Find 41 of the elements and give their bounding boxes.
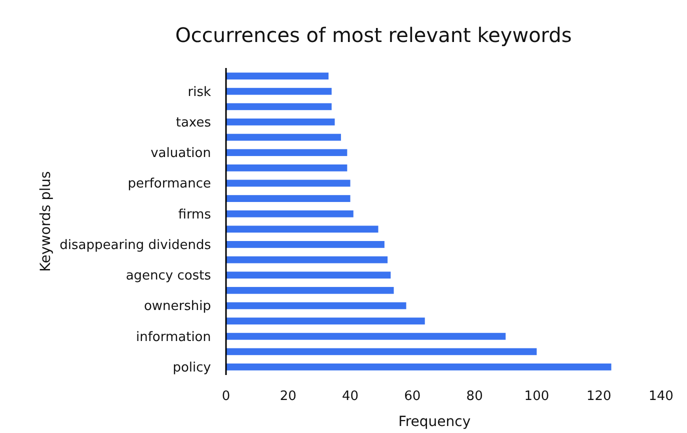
y-tick-label: agency costs <box>126 268 212 284</box>
x-tick-label: 100 <box>524 389 550 404</box>
y-tick-label: ownership <box>144 299 211 314</box>
bar <box>226 180 350 187</box>
x-tick-label: 120 <box>586 389 612 404</box>
x-tick-label: 20 <box>280 389 296 404</box>
bar <box>226 210 354 218</box>
chart-title: Occurrences of most relevant keywords <box>175 23 572 47</box>
y-tick-label: risk <box>188 84 212 100</box>
x-tick-label: 60 <box>404 389 421 404</box>
bar <box>226 286 394 294</box>
bar <box>226 88 332 95</box>
y-tick-label: firms <box>178 207 212 222</box>
bar <box>226 256 388 264</box>
x-tick-label: 0 <box>222 389 230 404</box>
bar <box>226 348 537 356</box>
bar <box>226 149 348 156</box>
bar <box>226 195 350 202</box>
x-tick-label: 80 <box>466 389 483 404</box>
bar <box>226 226 378 233</box>
x-axis-title: Frequency <box>398 414 471 430</box>
y-tick-label: disappearing dividends <box>60 238 212 253</box>
bar <box>226 72 329 80</box>
y-tick-label: taxes <box>176 115 212 130</box>
bar <box>226 332 506 340</box>
bar <box>226 118 335 126</box>
x-tick-label: 40 <box>342 389 359 404</box>
bar <box>226 364 612 370</box>
bar <box>226 302 406 310</box>
y-tick-label: valuation <box>150 146 211 162</box>
bar <box>226 272 391 279</box>
y-tick-label: information <box>136 330 211 345</box>
y-tick-label: policy <box>172 360 212 376</box>
bar <box>226 241 384 248</box>
x-tick-label: 140 <box>648 389 674 404</box>
bar <box>226 164 348 172</box>
bar <box>226 103 332 110</box>
y-axis-title: Keywords plus <box>38 171 54 272</box>
bar <box>226 134 341 141</box>
y-tick-label: performance <box>128 176 211 192</box>
bar <box>226 318 425 324</box>
